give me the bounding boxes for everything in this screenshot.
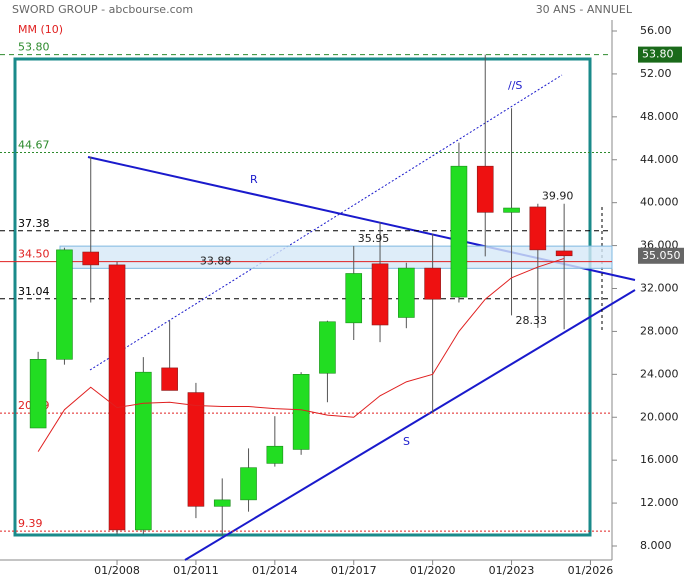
x-tick-label: 01/2014 [252,564,298,577]
candle-body [56,249,73,360]
candle-body [450,165,468,298]
candle-body [345,273,363,324]
x-tick-label: 01/2026 [568,564,614,577]
annotation: 39.90 [542,190,574,203]
legend-entry: MM (10) [18,23,63,36]
high-box [638,46,682,63]
candle-body [266,445,284,464]
x-tick-label: 01/2017 [331,564,377,577]
candle-body [555,250,573,257]
candle-body [108,264,126,531]
candle-body [319,321,336,374]
y-tick-label: 20.000 [640,410,679,423]
y-tick-label: 56.00 [640,24,672,37]
parallel-line [89,74,563,371]
candle-body [187,392,205,507]
chart-title: SWORD GROUP - abcbourse.com [12,3,193,16]
y-tick-label: 24.000 [640,367,679,380]
candle-body [398,267,415,318]
y-tick-label: 12.000 [640,496,679,509]
level-label: 44.67 [18,139,50,152]
annotation: 35.95 [358,232,390,245]
trend-label: R [250,173,258,186]
candle-body [476,165,494,213]
chart-subtitle: 30 ANS - ANNUEL [536,3,633,16]
y-tick-label: 48.000 [640,110,679,123]
annotation: 28.33 [516,314,548,327]
y-tick-label: 52.00 [640,67,672,80]
level-label: 9.39 [18,517,43,530]
trend-label: //S [508,79,522,92]
candle-body [213,499,231,507]
moving-average [37,257,565,452]
x-tick-label: 01/2020 [410,564,456,577]
candle-body [161,367,178,391]
support-line [184,289,636,561]
high-box-label: 53.80 [642,48,674,61]
candle-body [82,251,100,266]
level-label: 53.80 [18,41,50,54]
candle-body [529,206,547,251]
y-tick-label: 28.000 [640,324,679,337]
x-tick-label: 01/2011 [173,564,219,577]
y-tick-label: 44.000 [640,153,679,166]
candle-body [424,267,441,300]
y-tick-label: 32.000 [640,282,679,295]
candle-body [503,207,520,213]
price-box-label: 35.050 [642,249,681,262]
y-tick-label: 8.000 [640,539,672,552]
zone [59,245,613,269]
candle-body [371,263,389,326]
trend-label: S [403,435,410,448]
level-label: 34.50 [18,248,50,261]
x-tick-label: 01/2023 [489,564,535,577]
candle-body [240,467,257,501]
x-tick-label: 01/2008 [94,564,140,577]
candle-body [292,374,310,450]
candle-body [29,359,47,429]
annotation: 33.88 [200,254,232,267]
y-tick-label: 16.000 [640,453,679,466]
y-tick-label: 40.000 [640,196,679,209]
level-label: 31.04 [18,285,50,298]
candle-body [135,371,152,531]
price-box [638,247,684,264]
frame [13,57,592,537]
level-label: 37.38 [18,217,50,230]
